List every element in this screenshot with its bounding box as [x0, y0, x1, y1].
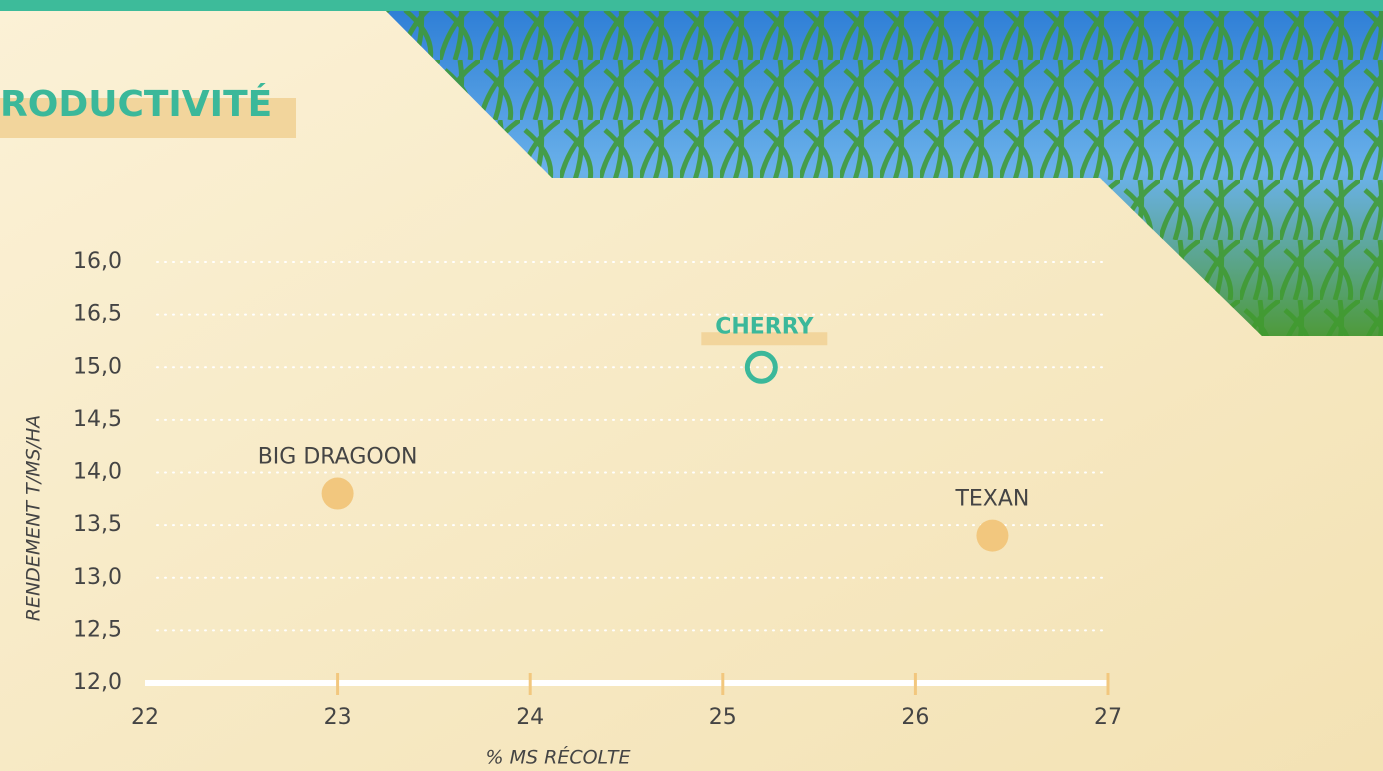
y-tick-label: 16,5 — [73, 302, 122, 327]
y-tick-label: 14,0 — [73, 460, 122, 485]
title-highlight — [0, 98, 296, 138]
point-label: TEXAN — [954, 487, 1029, 512]
x-tick-label: 22 — [131, 705, 159, 730]
y-tick-label: 12,0 — [73, 670, 122, 695]
chart-title: RODUCTIVITÉ — [0, 83, 272, 125]
x-tick-label: 27 — [1094, 705, 1122, 730]
y-tick-label: 14,5 — [73, 407, 122, 432]
point-label: BIG DRAGOON — [258, 445, 418, 470]
x-tick-label: 26 — [901, 705, 929, 730]
x-tick-label: 24 — [516, 705, 544, 730]
x-tick-label: 23 — [324, 705, 352, 730]
x-axis-label: % MS RÉCOLTE — [486, 746, 631, 769]
y-axis-label: RENDEMENT T/MS/HA — [23, 415, 45, 621]
y-tick-label: 13,0 — [73, 565, 122, 590]
x-tick-label: 25 — [709, 705, 737, 730]
point — [744, 350, 778, 384]
y-tick-label: 16,0 — [73, 249, 122, 274]
top-band — [0, 0, 1383, 11]
y-tick-label: 12,5 — [73, 617, 122, 642]
point-label: CHERRY — [715, 314, 814, 339]
label-highlight — [701, 332, 828, 346]
point — [321, 477, 354, 510]
y-tick-label: 15,0 — [73, 354, 122, 379]
field-photo — [385, 10, 1383, 336]
point — [976, 519, 1009, 552]
y-tick-label: 13,5 — [73, 512, 122, 537]
